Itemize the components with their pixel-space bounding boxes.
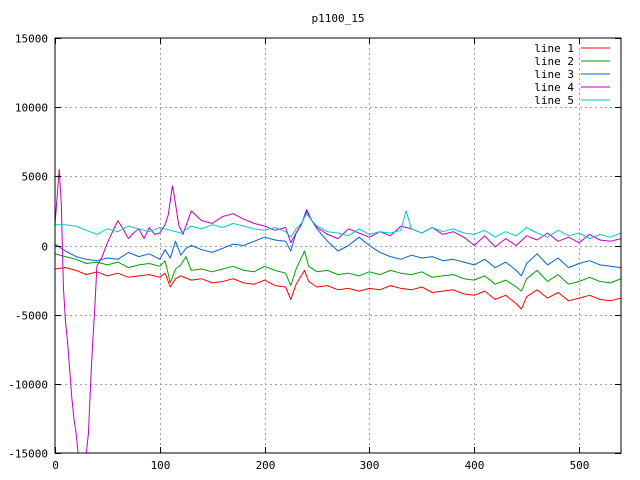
- x-tick-label: 500: [570, 459, 590, 472]
- grid: [55, 38, 621, 453]
- series-group: [55, 168, 621, 453]
- legend-label: line 2: [534, 55, 574, 68]
- legend-label: line 5: [534, 94, 574, 107]
- axes: -15000 -10000 -5000 0 5000 10000 15000 0 100 200 3…: [8, 33, 621, 472]
- x-tick-label: 200: [256, 459, 276, 472]
- legend-label: line 4: [534, 81, 574, 94]
- y-tick-label: 0: [41, 241, 48, 254]
- y-tick-label: -15000: [8, 448, 48, 461]
- series-line-2: [55, 250, 621, 292]
- y-tick-label: -10000: [8, 379, 48, 392]
- y-tick-label: 5000: [22, 171, 49, 184]
- plot-frame: [54, 37, 622, 454]
- x-tick-label: 0: [52, 459, 59, 472]
- y-tick-label: -5000: [15, 310, 48, 323]
- y-tick-label: 10000: [15, 102, 48, 115]
- y-tick-label: 15000: [15, 33, 48, 46]
- chart-title: p1100_15: [312, 12, 365, 25]
- x-tick-label: 300: [360, 459, 380, 472]
- x-tick-label: 100: [151, 459, 171, 472]
- series-line-1: [55, 267, 621, 310]
- series-line-5: [55, 210, 621, 240]
- x-tick-label: 400: [465, 459, 485, 472]
- series-line-4: [55, 168, 621, 453]
- legend-label: line 3: [534, 68, 574, 81]
- series-line-3: [55, 210, 621, 277]
- legend-label: line 1: [534, 42, 574, 55]
